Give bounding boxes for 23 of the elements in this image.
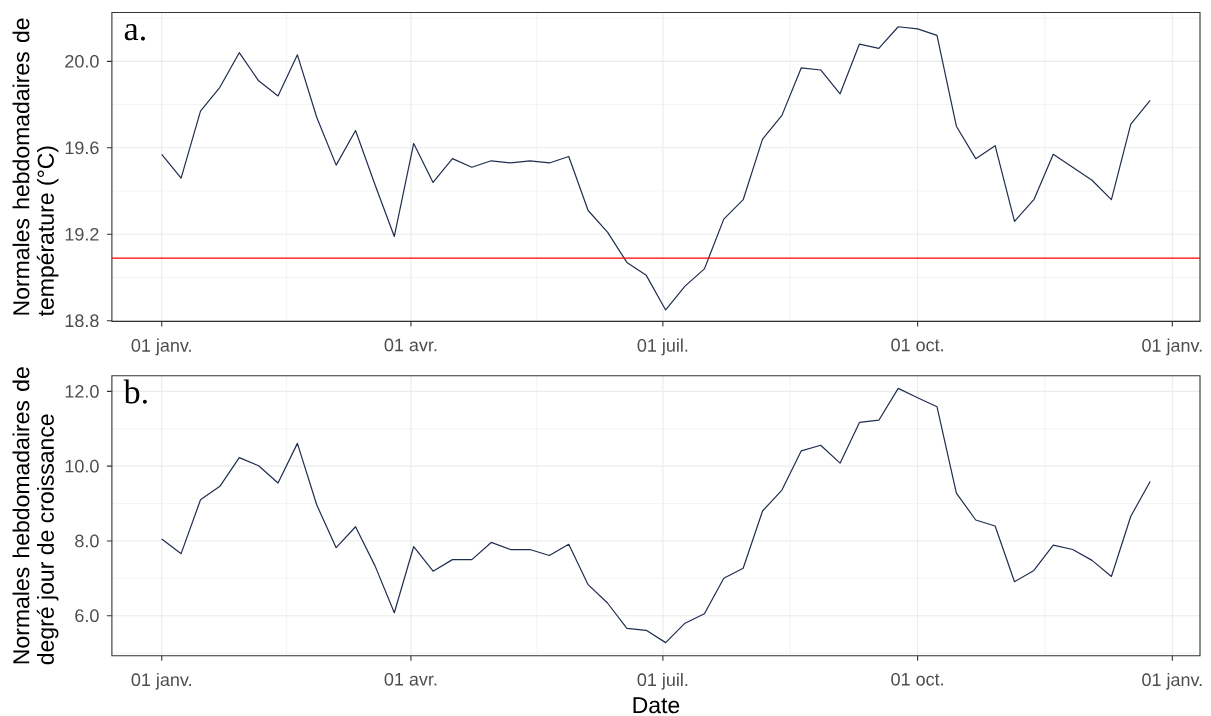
y-tick-label: 8.0 <box>75 534 99 548</box>
x-tick-label: 01 janv. <box>1142 672 1202 690</box>
x-tick-label: 01 oct. <box>891 338 943 352</box>
y-axis-title: Normales hebdomadaires de température (°C) <box>12 18 59 317</box>
y-tick-label: 19.2 <box>65 227 99 241</box>
x-tick-label: 01 juil. <box>637 338 688 356</box>
x-tick-label: 01 janv. <box>131 672 191 690</box>
y-tick-label: 19.6 <box>65 141 99 155</box>
x-tick-label: 01 avr. <box>384 338 437 352</box>
y-tick-label: 20.0 <box>65 54 99 68</box>
x-tick-label: 01 janv. <box>131 338 191 356</box>
y-tick-label: 12.0 <box>65 385 99 398</box>
y-tick-label: 6.0 <box>75 609 99 623</box>
y-tick-label: 18.8 <box>65 314 99 328</box>
x-tick-label: 01 oct. <box>891 672 943 686</box>
chart-title: a. <box>124 24 145 41</box>
x-tick-label: 01 juil. <box>637 672 688 690</box>
chart-title: b. <box>123 379 147 404</box>
x-axis-title: Date <box>633 697 680 714</box>
y-axis-title: Normales hebdomadaires de degré jour de croissance <box>12 367 59 665</box>
x-tick-label: 01 janv. <box>1142 338 1202 356</box>
x-tick-label: 01 avr. <box>384 672 437 686</box>
y-tick-label: 10.0 <box>65 459 99 473</box>
